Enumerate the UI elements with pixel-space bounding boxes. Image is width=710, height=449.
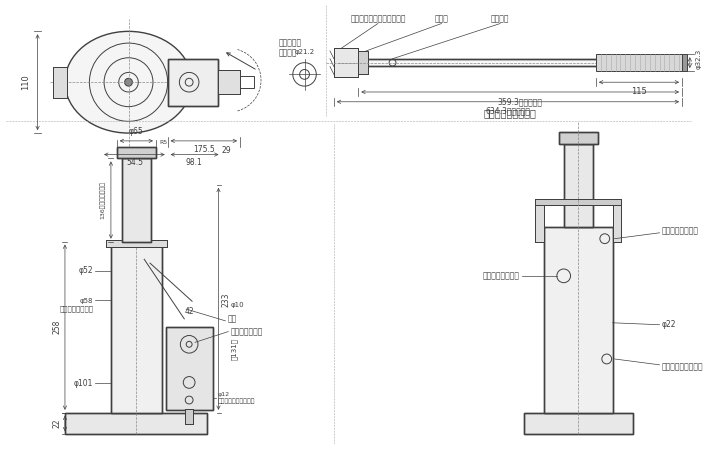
Text: 操作レバー差込口: 操作レバー差込口 [662,226,699,235]
Text: φ52: φ52 [79,266,93,275]
Text: R5: R5 [160,140,168,145]
Text: φ101: φ101 [74,379,93,388]
Bar [523,413,633,434]
Text: 操作レバー
回転方向: 操作レバー 回転方向 [279,38,302,57]
Bar [359,59,684,66]
Bar [535,198,621,206]
Bar [185,409,193,424]
Text: φ10: φ10 [230,302,244,308]
Ellipse shape [65,31,192,133]
Bar [121,158,151,242]
Text: φ21.2: φ21.2 [295,49,315,55]
Bar [53,66,67,98]
Bar [564,144,593,227]
Text: 42: 42 [185,307,194,316]
Bar [168,59,219,106]
Bar [65,413,207,434]
Bar [613,201,621,242]
Text: リリーズスクリュウ: リリーズスクリュウ [662,362,703,371]
Text: （131）: （131） [231,338,237,360]
Bar [535,201,544,242]
Bar [240,76,253,88]
Circle shape [125,78,133,86]
Bar [544,227,613,413]
Bar [165,327,212,410]
Text: リリーズスクリュウ差込口: リリーズスクリュウ差込口 [350,14,405,23]
Bar [564,144,593,227]
Text: 54.5: 54.5 [126,158,143,167]
Bar [165,327,212,410]
Bar [121,158,151,242]
Bar [116,147,156,158]
Text: 22: 22 [53,419,62,428]
Bar [219,70,240,94]
Bar [613,201,621,242]
Bar [334,48,359,77]
Bar [116,147,156,158]
Text: 258: 258 [53,320,62,335]
Bar [219,70,240,94]
Text: φ22: φ22 [662,320,676,329]
Text: レバーソケット: レバーソケット [230,327,263,336]
Text: 110: 110 [21,75,31,90]
Bar [106,240,167,247]
Bar [111,242,162,413]
Text: φ12
（ポンプピストン径）: φ12 （ポンプピストン径） [217,392,255,404]
Bar [106,240,167,247]
Text: 98.1: 98.1 [185,158,202,167]
Bar [168,59,219,106]
Text: 359.3（最短長）: 359.3（最短長） [498,97,542,106]
Text: ストッパ: ストッパ [491,14,509,23]
Bar [559,132,598,144]
Text: φ32.3: φ32.3 [696,48,701,69]
Text: 634.3（最伸長）: 634.3（最伸長） [486,107,530,116]
Bar [535,198,621,206]
Bar [682,54,687,71]
Text: オイルフィリング: オイルフィリング [483,271,520,280]
Bar [185,409,193,424]
Bar [596,54,682,71]
Bar [359,51,368,75]
Bar [544,227,613,413]
Bar [334,48,359,77]
Text: φ65: φ65 [129,127,143,136]
Bar [359,59,684,66]
Bar [53,66,67,98]
Text: 233: 233 [222,292,231,307]
Text: 伸縮式: 伸縮式 [435,14,449,23]
Bar [523,413,633,434]
Bar [559,132,598,144]
Text: 136（ストローク）: 136（ストローク） [99,181,105,219]
Bar [535,201,544,242]
Text: 専用操作レバー詳細: 専用操作レバー詳細 [484,109,536,119]
Text: 取手: 取手 [227,314,236,323]
Text: φ58
（シリンダ内径）: φ58 （シリンダ内径） [60,299,93,312]
Text: 175.5: 175.5 [193,145,214,154]
Bar [65,413,207,434]
Text: 29: 29 [222,146,231,155]
Bar [111,242,162,413]
Bar [359,51,368,75]
Text: 115: 115 [631,87,647,96]
